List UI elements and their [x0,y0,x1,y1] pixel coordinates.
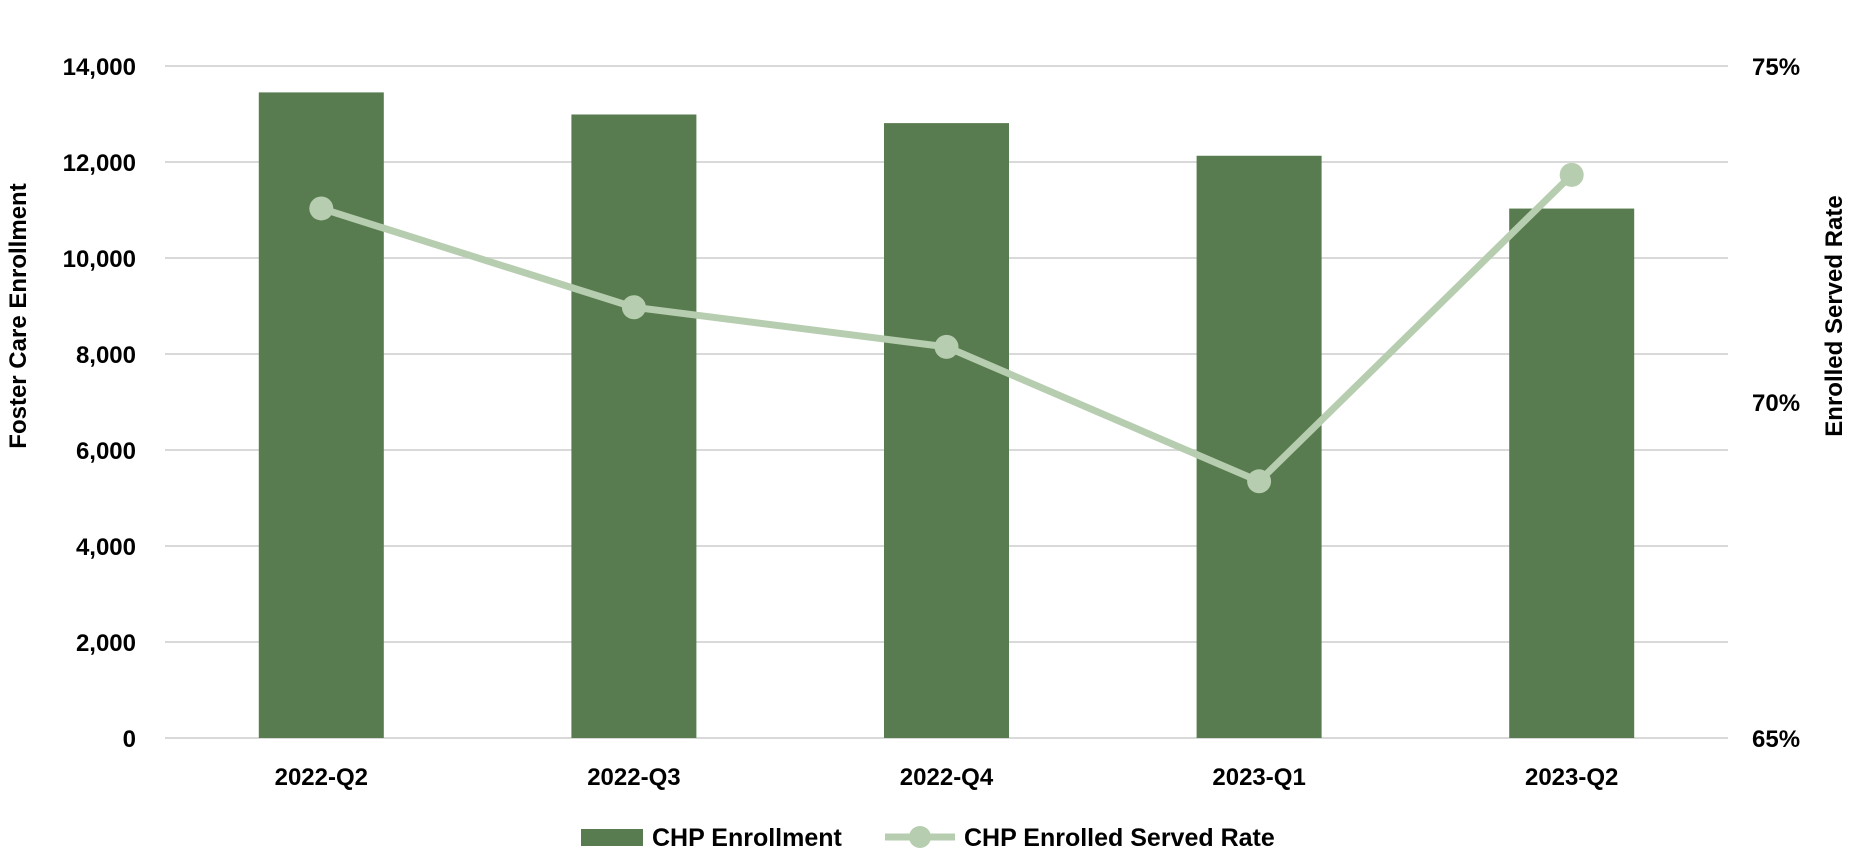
y-tick-label-left: 6,000 [76,438,136,465]
right-axis-ticks: 65% 70% 75% [1752,54,1800,753]
bar [258,92,384,738]
x-tick-label: 2022-Q2 [275,764,368,791]
y-tick-label-left: 10,000 [63,246,136,273]
y-axis-title-left: Foster Care Enrollment [5,183,32,448]
y-tick-label-left: 8,000 [76,342,136,369]
y-tick-label-right: 75% [1752,54,1800,81]
bar [884,123,1009,739]
bar-series [258,92,1635,739]
y-tick-label-left: 12,000 [63,150,136,177]
y-tick-label-left: 0 [123,726,136,753]
y-tick-label-left: 2,000 [76,630,136,657]
x-axis-ticks: 2022-Q2 2022-Q3 2022-Q4 2023-Q1 2023-Q2 [275,764,1619,791]
line-point [934,334,959,359]
bar [1196,155,1322,738]
y-tick-label-left: 14,000 [63,54,136,81]
x-tick-label: 2022-Q3 [587,764,680,791]
x-tick-label: 2023-Q1 [1212,764,1305,791]
line-point [1247,469,1272,494]
line-series [309,162,1584,494]
legend-label-bar: CHP Enrollment [652,824,843,851]
bar [1509,208,1635,738]
bar [571,114,697,739]
line-point [621,295,646,320]
line-point [309,196,334,221]
x-tick-label: 2022-Q4 [900,764,994,791]
left-axis-ticks: 0 2,000 4,000 6,000 8,000 10,000 12,000 14,000 [63,54,136,753]
y-axis-title-right: Enrolled Served Rate [1821,195,1848,436]
y-tick-label-right: 65% [1752,726,1800,753]
legend-swatch-marker [909,826,931,848]
legend-label-line: CHP Enrolled Served Rate [964,824,1275,851]
legend-swatch-bar [581,829,643,846]
x-tick-label: 2023-Q2 [1525,764,1618,791]
legend: CHP Enrollment CHP Enrolled Served Rate [581,824,1275,852]
y-tick-label-right: 70% [1752,390,1800,417]
line-point [1559,162,1584,187]
y-tick-label-left: 4,000 [76,534,136,561]
